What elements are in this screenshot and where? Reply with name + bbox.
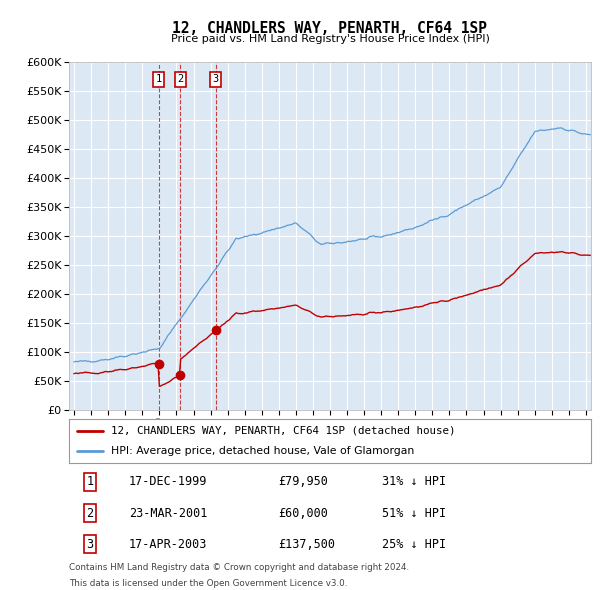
Text: £79,950: £79,950 (278, 475, 328, 489)
Text: This data is licensed under the Open Government Licence v3.0.: This data is licensed under the Open Gov… (69, 579, 347, 588)
Text: Price paid vs. HM Land Registry's House Price Index (HPI): Price paid vs. HM Land Registry's House … (170, 34, 490, 44)
Text: 17-APR-2003: 17-APR-2003 (129, 537, 208, 551)
Text: 25% ↓ HPI: 25% ↓ HPI (382, 537, 446, 551)
Text: 51% ↓ HPI: 51% ↓ HPI (382, 506, 446, 520)
Text: 17-DEC-1999: 17-DEC-1999 (129, 475, 208, 489)
Text: Contains HM Land Registry data © Crown copyright and database right 2024.: Contains HM Land Registry data © Crown c… (69, 563, 409, 572)
Text: 2: 2 (177, 74, 184, 84)
Text: 2: 2 (86, 506, 94, 520)
Text: 3: 3 (212, 74, 219, 84)
Text: 31% ↓ HPI: 31% ↓ HPI (382, 475, 446, 489)
Text: £60,000: £60,000 (278, 506, 328, 520)
Text: 1: 1 (155, 74, 162, 84)
Text: 3: 3 (86, 537, 94, 551)
Text: 12, CHANDLERS WAY, PENARTH, CF64 1SP: 12, CHANDLERS WAY, PENARTH, CF64 1SP (173, 21, 487, 35)
Text: 23-MAR-2001: 23-MAR-2001 (129, 506, 208, 520)
Text: HPI: Average price, detached house, Vale of Glamorgan: HPI: Average price, detached house, Vale… (111, 446, 414, 456)
Text: 1: 1 (86, 475, 94, 489)
Text: £137,500: £137,500 (278, 537, 335, 551)
Text: 12, CHANDLERS WAY, PENARTH, CF64 1SP (detached house): 12, CHANDLERS WAY, PENARTH, CF64 1SP (de… (111, 426, 455, 436)
